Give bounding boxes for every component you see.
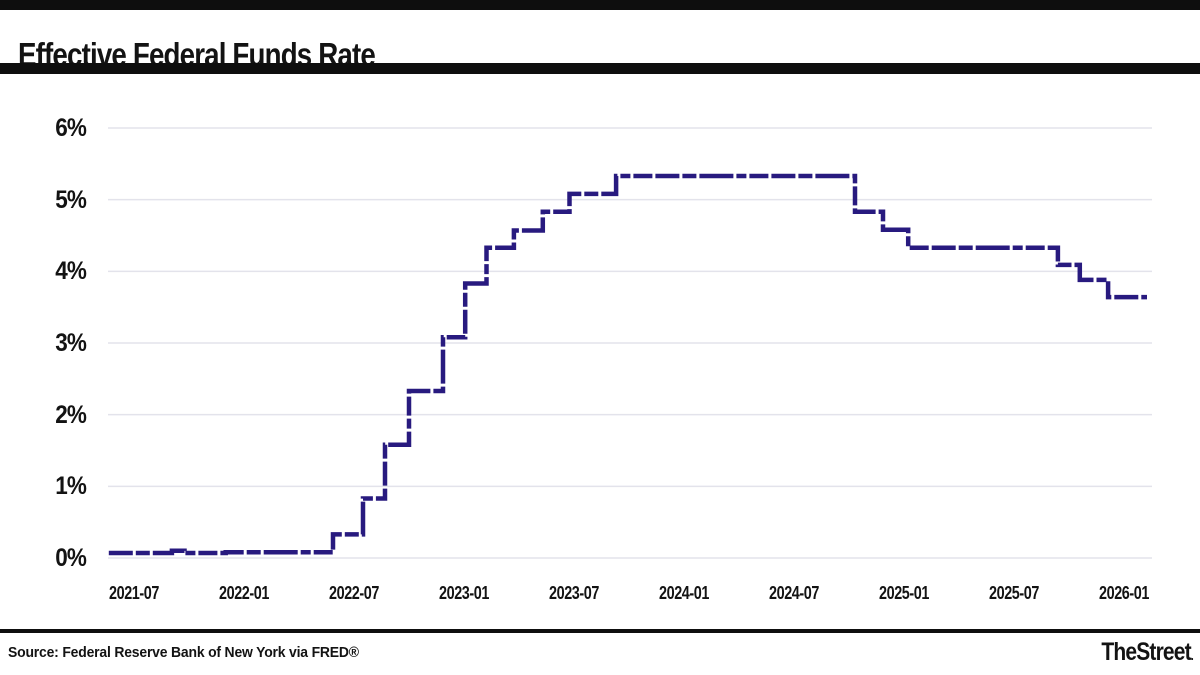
top-black-bar: [0, 0, 1200, 10]
y-tick-label: 1%: [55, 472, 87, 501]
x-tick-label: 2022-07: [328, 583, 380, 603]
y-tick-label: 2%: [55, 400, 87, 429]
thestreet-logo-dot: .: [1190, 648, 1194, 663]
x-tick-label: 2025-01: [878, 583, 930, 603]
y-tick-label: 5%: [55, 185, 87, 214]
y-tick-label: 3%: [55, 329, 87, 357]
x-tick-label: 2023-07: [548, 583, 600, 603]
title-divider-bar: [0, 63, 1200, 74]
footer-divider-bar: [0, 629, 1200, 633]
thestreet-logo: TheStreet.: [1101, 638, 1193, 667]
x-tick-label: 2024-01: [658, 583, 710, 603]
x-tick-label: 2025-07: [988, 583, 1040, 603]
thestreet-logo-text: TheStreet: [1101, 638, 1191, 666]
y-tick-label: 6%: [55, 114, 87, 142]
x-tick-label: 2024-07: [768, 583, 820, 603]
x-tick-label: 2021-07: [108, 583, 160, 603]
fed-funds-rate-step-line-chart: [108, 127, 1152, 559]
y-tick-label: 4%: [55, 257, 87, 286]
y-tick-label: 0%: [55, 544, 87, 572]
source-attribution: Source: Federal Reserve Bank of New York…: [8, 644, 359, 661]
chart-area: 0% 1% 2% 3% 4% 5% 6% 2021-07 2022-01 2022-07 2023…: [0, 85, 1200, 625]
effr-series-line: [108, 173, 1147, 556]
x-tick-label: 2022-01: [218, 583, 270, 603]
x-tick-label: 2023-01: [438, 583, 490, 603]
x-tick-label: 2026-01: [1098, 583, 1150, 603]
